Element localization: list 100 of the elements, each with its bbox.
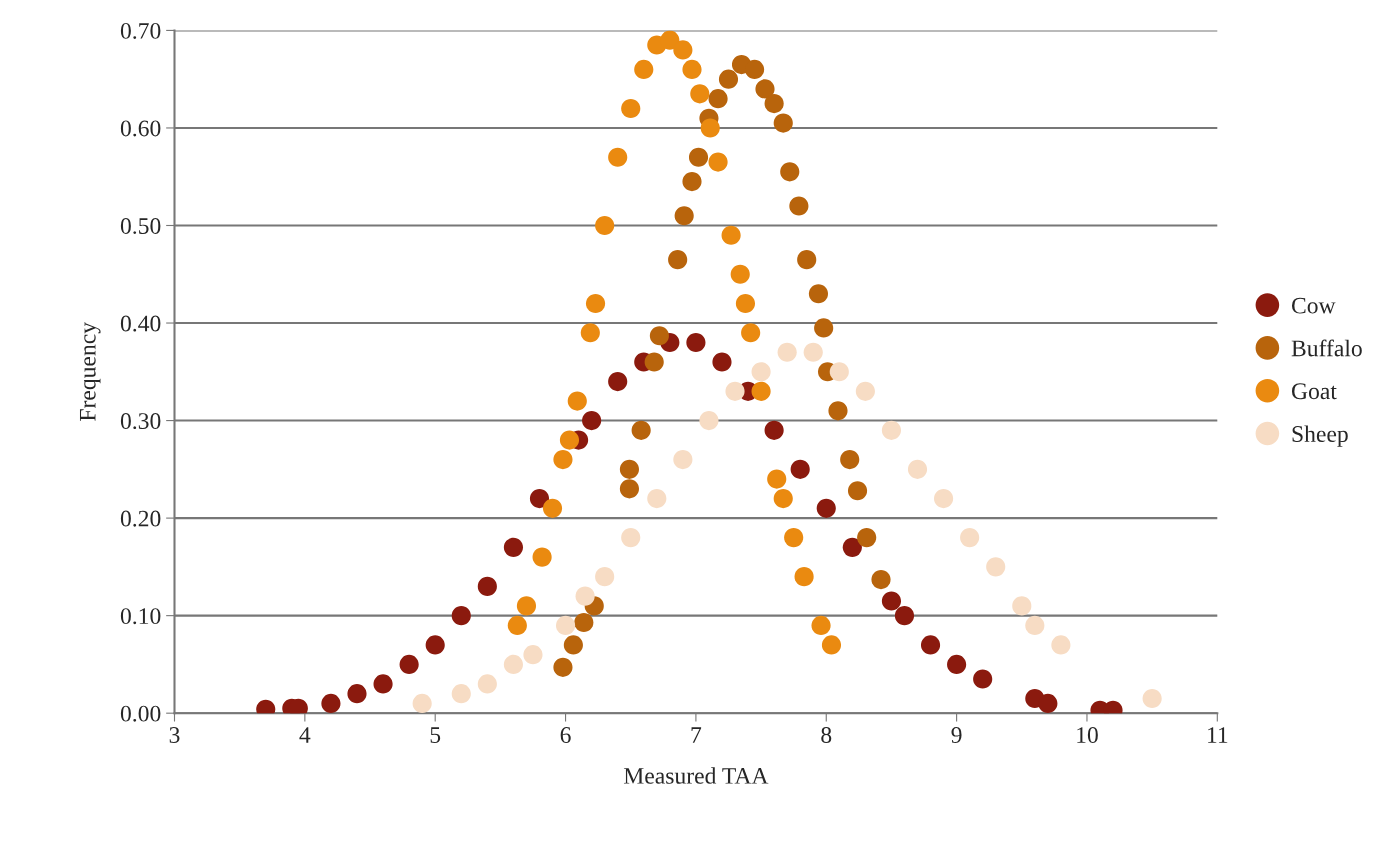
point — [608, 147, 628, 167]
point — [794, 567, 814, 587]
point — [871, 569, 891, 590]
point — [777, 342, 797, 362]
point — [523, 645, 543, 665]
point — [828, 401, 848, 421]
x-tick-label: 8 — [821, 727, 832, 743]
point — [682, 59, 702, 80]
point — [634, 59, 654, 80]
point — [790, 459, 810, 479]
point — [660, 30, 680, 50]
point — [608, 371, 628, 392]
point — [619, 459, 639, 479]
y-tick-label: 0.40 — [120, 315, 161, 332]
point — [842, 537, 862, 557]
legend-label: Cow — [1291, 297, 1336, 314]
point — [563, 635, 583, 655]
legend-label: Sheep — [1292, 425, 1348, 447]
point — [688, 147, 709, 167]
y-tick-label: 0.10 — [120, 608, 161, 625]
point — [881, 591, 902, 611]
point — [649, 326, 669, 346]
legend-label: Goat — [1291, 383, 1337, 400]
point — [668, 250, 688, 270]
point — [857, 528, 877, 548]
y-tick-label: 0.50 — [120, 217, 161, 235]
point — [797, 250, 817, 270]
point — [595, 215, 615, 236]
point — [582, 411, 602, 431]
point — [1025, 615, 1045, 635]
point — [503, 537, 523, 557]
point — [708, 89, 728, 109]
y-tick-label: 0.60 — [120, 120, 161, 137]
point — [755, 79, 775, 99]
point — [821, 635, 842, 655]
point — [621, 528, 641, 548]
point — [855, 381, 875, 401]
point — [1012, 596, 1032, 616]
point — [644, 352, 664, 372]
point — [451, 684, 471, 704]
point — [712, 352, 732, 372]
point — [451, 606, 471, 626]
point — [784, 528, 804, 548]
point — [764, 420, 784, 440]
y-tick-label: 0.20 — [120, 510, 161, 527]
point — [718, 69, 739, 89]
point — [973, 669, 993, 689]
point — [741, 323, 761, 343]
point — [721, 225, 741, 245]
point — [1142, 688, 1162, 709]
point — [947, 654, 967, 674]
x-tick-label: 11 — [1208, 727, 1228, 743]
point — [690, 84, 710, 104]
point — [808, 284, 829, 304]
point — [529, 489, 550, 509]
point — [725, 381, 745, 401]
point — [1038, 693, 1058, 713]
point — [847, 481, 868, 501]
point — [673, 450, 693, 470]
point — [559, 430, 580, 450]
point — [773, 489, 793, 509]
point — [811, 615, 831, 635]
point — [647, 489, 667, 509]
point — [631, 420, 651, 440]
point — [674, 206, 694, 226]
point — [477, 576, 497, 596]
point — [700, 118, 720, 138]
y-tick-label: 0.70 — [120, 22, 161, 39]
x-tick-label: 3 — [169, 727, 180, 743]
x-tick-label: 7 — [691, 727, 702, 743]
point — [619, 479, 639, 499]
point — [575, 586, 595, 606]
point — [960, 528, 980, 548]
x-tick-label: 5 — [430, 727, 441, 743]
point — [516, 596, 537, 616]
point — [542, 498, 563, 518]
point — [751, 381, 771, 401]
point — [767, 469, 787, 489]
point — [764, 94, 784, 114]
x-tick-label: 9 — [951, 727, 962, 743]
point — [595, 567, 615, 587]
point — [686, 332, 706, 353]
point — [673, 40, 693, 60]
point — [780, 162, 800, 182]
point — [555, 615, 576, 635]
point — [347, 684, 367, 704]
point — [744, 59, 765, 80]
legend-label: Buffalo — [1291, 339, 1362, 357]
point — [553, 657, 573, 677]
point — [532, 547, 552, 567]
x-axis-title: Measured TAA — [623, 767, 769, 784]
point — [789, 196, 809, 216]
point — [730, 264, 750, 284]
point — [321, 693, 341, 713]
point — [803, 342, 823, 362]
point — [1051, 635, 1071, 655]
point — [503, 654, 523, 674]
x-tick-label: 10 — [1077, 727, 1098, 743]
point — [477, 674, 497, 694]
point — [585, 293, 606, 314]
